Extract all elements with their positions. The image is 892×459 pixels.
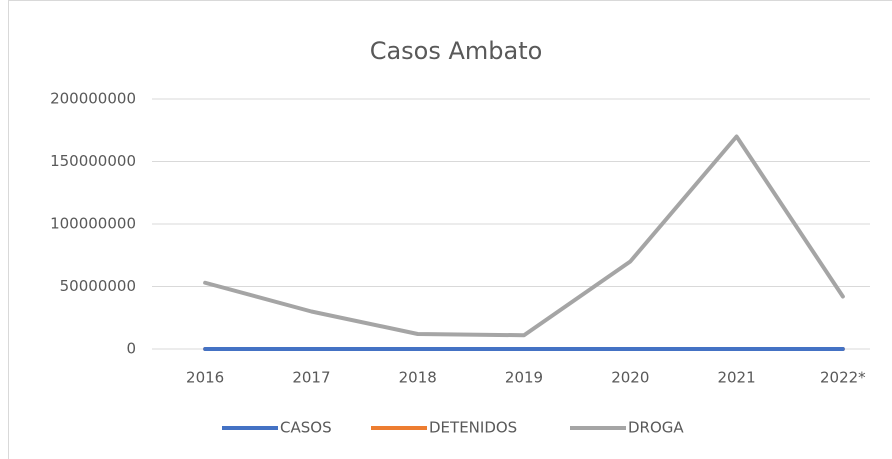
x-tick-label: 2019: [505, 369, 543, 387]
x-tick-label: 2017: [292, 369, 330, 387]
x-tick-label: 2021: [717, 369, 755, 387]
chart-title: Casos Ambato: [370, 37, 543, 65]
y-tick-label: 150000000: [50, 152, 136, 170]
data-line: [203, 134, 845, 338]
y-tick-label: 0: [126, 340, 136, 358]
x-tick-label: 2022*: [820, 369, 866, 387]
y-tick-label: 50000000: [60, 277, 136, 295]
x-tick-label: 2020: [611, 369, 649, 387]
legend-label: DETENIDOS: [429, 419, 517, 437]
x-tick-label: 2016: [186, 369, 224, 387]
legend-label: DROGA: [628, 419, 684, 437]
x-tick-label: 2018: [399, 369, 437, 387]
y-tick-label: 200000000: [50, 90, 136, 108]
chart-frame: [8, 0, 892, 459]
y-tick-label: 100000000: [50, 215, 136, 233]
legend-label: CASOS: [280, 419, 332, 437]
